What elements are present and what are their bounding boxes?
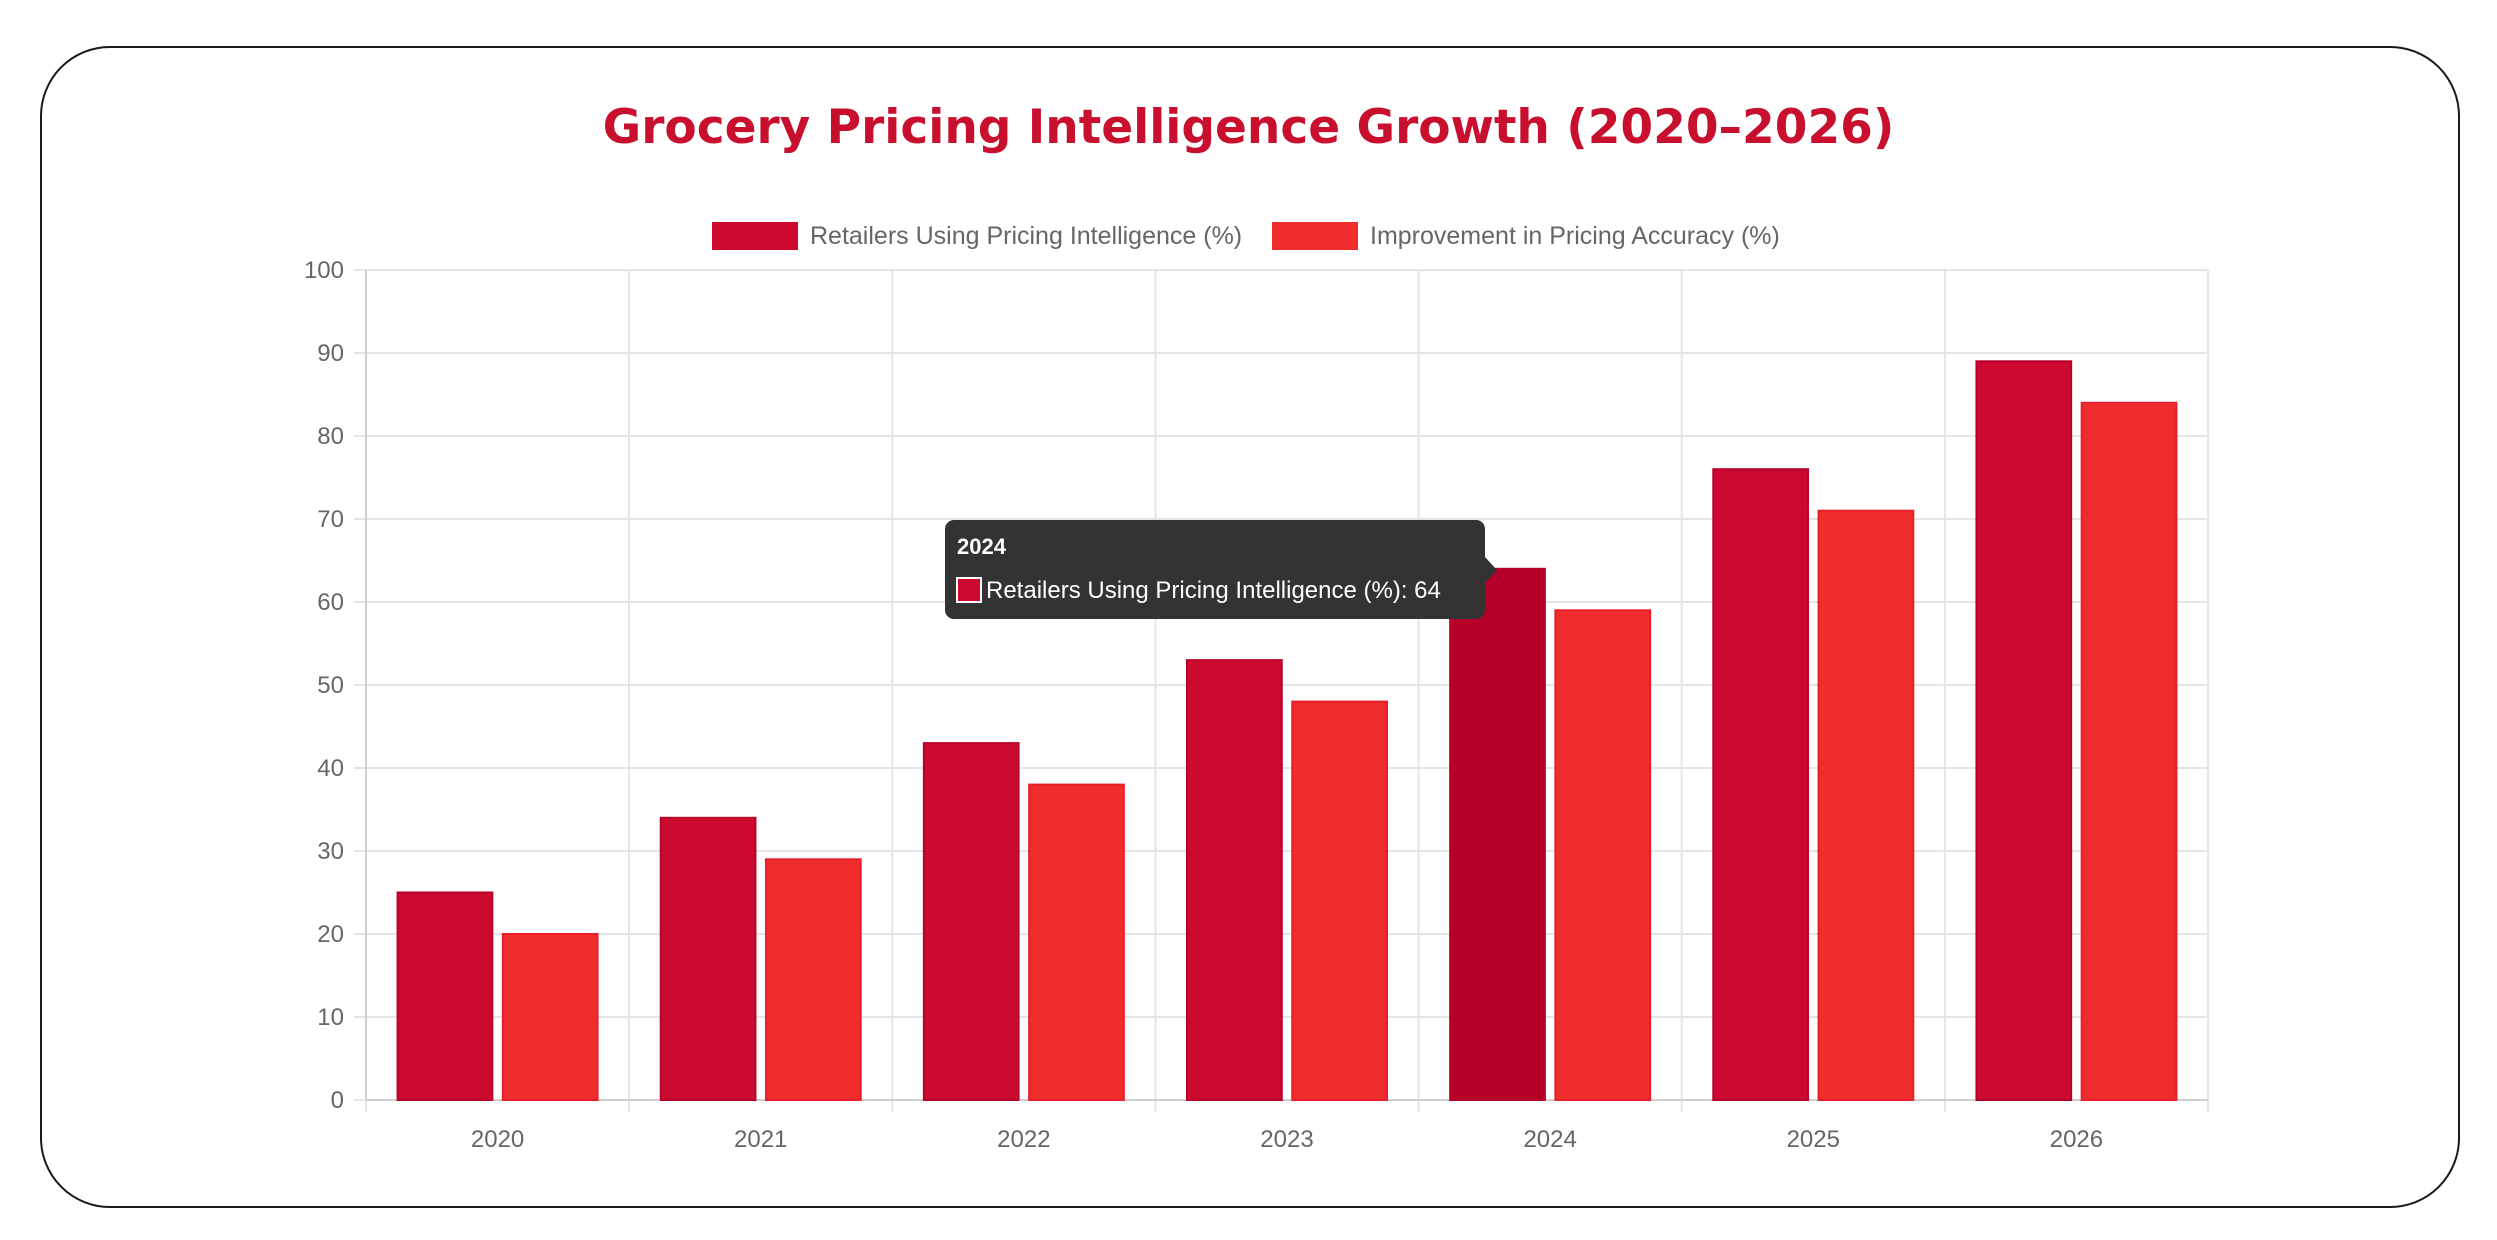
tooltip-title: 2024 <box>957 534 1007 559</box>
x-axis: 2020 2021 2022 2023 2024 2025 2026 <box>366 1099 2208 1153</box>
chart-title: Grocery Pricing Intelligence Growth (202… <box>602 100 1895 155</box>
bars <box>396 360 2178 1101</box>
bar-0-2024[interactable] <box>1449 567 1546 1101</box>
bar-1-2023[interactable] <box>1291 700 1388 1101</box>
bar-1-2026[interactable] <box>2080 401 2178 1101</box>
legend: Retailers Using Pricing Intelligence (%)… <box>712 222 1780 250</box>
y-tick-label: 80 <box>317 423 344 450</box>
bar-1-2025[interactable] <box>1817 509 1915 1101</box>
tooltip-box <box>945 520 1485 619</box>
y-tick-label: 20 <box>317 921 344 948</box>
bar-0-2021[interactable] <box>659 816 757 1101</box>
y-tick-label: 70 <box>317 506 344 533</box>
bar-1-2022[interactable] <box>1028 783 1125 1101</box>
legend-swatch-1[interactable] <box>1272 222 1358 250</box>
x-tick-label: 2022 <box>997 1126 1050 1153</box>
bar-1-2021[interactable] <box>764 858 862 1101</box>
y-tick-label: 40 <box>317 755 344 782</box>
bar-0-2023[interactable] <box>1186 659 1283 1101</box>
y-axis: 0 10 20 30 40 50 60 70 80 90 100 <box>304 257 367 1114</box>
y-tick-label: 50 <box>317 672 344 699</box>
y-tick-label: 90 <box>317 340 344 367</box>
bar-0-2022[interactable] <box>922 742 1020 1101</box>
legend-label-0[interactable]: Retailers Using Pricing Intelligence (%) <box>810 222 1242 250</box>
y-tick-label: 0 <box>331 1087 344 1114</box>
y-tick-label: 60 <box>317 589 344 616</box>
tooltip-label: Retailers Using Pricing Intelligence (%)… <box>986 577 1441 604</box>
legend-swatch-0[interactable] <box>712 222 798 250</box>
x-tick-label: 2026 <box>2050 1126 2103 1153</box>
x-tick-label: 2021 <box>734 1126 787 1153</box>
legend-label-1[interactable]: Improvement in Pricing Accuracy (%) <box>1370 222 1780 250</box>
bar-1-2024[interactable] <box>1554 609 1652 1101</box>
x-tick-label: 2020 <box>471 1126 524 1153</box>
y-tick-label: 30 <box>317 838 344 865</box>
bar-1-2020[interactable] <box>501 933 599 1101</box>
tooltip-caret <box>1485 557 1497 583</box>
bar-0-2025[interactable] <box>1712 468 1810 1101</box>
x-tick-label: 2023 <box>1260 1126 1313 1153</box>
tooltip: 2024 Retailers Using Pricing Intelligenc… <box>945 520 1497 619</box>
y-tick-label: 10 <box>317 1004 344 1031</box>
tooltip-swatch <box>956 577 982 603</box>
y-tick-label: 100 <box>304 257 344 284</box>
x-tick-label: 2024 <box>1523 1126 1576 1153</box>
bar-0-2020[interactable] <box>396 891 494 1101</box>
x-tick-label: 2025 <box>1787 1126 1840 1153</box>
bar-0-2026[interactable] <box>1975 360 2073 1101</box>
